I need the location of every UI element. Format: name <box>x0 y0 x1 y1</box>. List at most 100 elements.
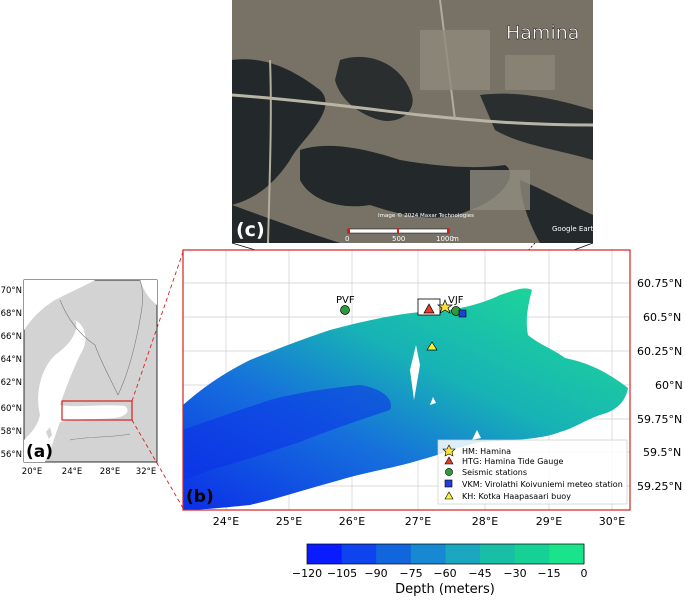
island <box>46 427 52 439</box>
hm-star-marker <box>436 299 454 314</box>
place-label: Hamina <box>506 22 579 44</box>
colorbar-tick: −45 <box>468 567 491 580</box>
colorbar-segment <box>341 544 377 564</box>
legend-square-icon <box>444 479 453 488</box>
lat-tick-label: 59.75°N <box>637 413 682 426</box>
lon-tick-label: 28°E <box>100 467 120 477</box>
lat-tick-label: 59.25°N <box>637 480 682 493</box>
border-line <box>117 279 143 396</box>
norwegian-sea <box>24 280 95 330</box>
lat-tick-label: 59.5°N <box>643 446 681 459</box>
lon-tick-label: 29°E <box>536 515 562 528</box>
lat-tick-label: 58°N <box>1 427 22 437</box>
colorbar-segment <box>514 544 550 564</box>
colorbar-segment <box>549 544 585 564</box>
lat-tick-label: 70°N <box>1 286 22 296</box>
lat-tick-label: 60.5°N <box>643 311 681 324</box>
region-box <box>61 400 133 421</box>
colorbar-segment <box>445 544 481 564</box>
gulf-of-finland <box>183 288 628 510</box>
legend-entry: HM: Hamina <box>462 447 511 456</box>
lon-tick-label: 28°E <box>472 515 498 528</box>
sea-water <box>300 145 511 218</box>
town-area <box>470 170 530 210</box>
colorbar-tick: −120 <box>292 567 322 580</box>
colorbar-segment <box>376 544 412 564</box>
lat-tick-label: 60°N <box>1 404 22 414</box>
panel-label-a: (a) <box>26 442 53 462</box>
panel-label-b: (b) <box>186 487 214 507</box>
legend: HM: Hamina HTG: Hamina Tide Gauge Seismi… <box>437 439 628 505</box>
lon-tick-label: 26°E <box>339 515 365 528</box>
vjf-label: VJF <box>448 295 464 306</box>
colorbar-segment <box>480 544 516 564</box>
sea-water <box>335 56 413 121</box>
colorbar-ticks: −120 −105 −90 −75 −60 −45 −30 −15 0 <box>292 567 588 580</box>
deep-channel <box>183 385 391 480</box>
border-line <box>69 433 131 441</box>
legend-entry: VKM: Virolathi Koivuniemi meteo station <box>462 480 623 489</box>
htg-marker <box>423 303 435 314</box>
colorbar-tick: −105 <box>327 567 357 580</box>
zoom-connector <box>131 251 184 402</box>
colorbar-segment <box>410 544 446 564</box>
road <box>231 93 594 127</box>
lat-tick-label: 56°N <box>1 450 22 460</box>
lat-tick-label: 60.25°N <box>637 345 682 358</box>
scale-tick: 0 <box>345 235 349 243</box>
colorbar-tick: −30 <box>503 567 526 580</box>
imagery-attribution: Image © 2024 Maxar Technologies <box>378 212 474 219</box>
lat-ticks-a: 70°N 68°N 66°N 64°N 62°N 60°N 58°N 56°N <box>1 286 22 460</box>
land-gap <box>410 345 420 400</box>
panel-label-c: (c) <box>236 219 265 241</box>
white-sea <box>140 280 157 305</box>
sea-water <box>480 93 593 160</box>
colorbar-tick: −75 <box>399 567 422 580</box>
lat-tick-label: 68°N <box>1 309 22 319</box>
google-earth-watermark: Google Earth <box>552 225 598 233</box>
lat-tick-label: 64°N <box>1 355 22 365</box>
satellite-panel: Hamina (c) Image © 2024 Maxar Technologi… <box>231 0 598 244</box>
legend-entry: Seismic stations <box>462 468 527 477</box>
road <box>267 59 272 244</box>
lon-tick-label: 30°E <box>599 515 625 528</box>
zoom-connector <box>131 419 184 509</box>
lat-tick-label: 66°N <box>1 332 22 342</box>
colorbar-title: Depth (meters) <box>395 582 495 597</box>
colorbar-segment <box>307 544 343 564</box>
land-gap <box>472 430 481 440</box>
town-area <box>505 55 555 90</box>
legend-triangle-icon <box>444 456 454 465</box>
legend-triangle-icon <box>444 491 454 500</box>
lat-ticks-b: 60.75°N 60.5°N 60.25°N 60°N 59.75°N 59.5… <box>637 277 683 493</box>
lon-ticks-b: 24°E 25°E 26°E 27°E 28°E 29°E 30°E <box>213 515 625 528</box>
legend-entry: HTG: Hamina Tide Gauge <box>462 457 563 466</box>
lon-tick-label: 32°E <box>136 467 156 477</box>
lat-tick-label: 62°N <box>1 378 22 388</box>
colorbar-tick: −60 <box>433 567 456 580</box>
pvf-station-marker <box>340 305 350 315</box>
lon-tick-label: 25°E <box>276 515 302 528</box>
colorbar-tick: −90 <box>364 567 387 580</box>
lat-tick-label: 60°N <box>655 379 683 392</box>
lon-tick-label: 24°E <box>62 467 82 477</box>
colorbar-tick: 0 <box>581 567 588 580</box>
lon-ticks-a: 20°E 24°E 28°E 32°E <box>22 467 156 477</box>
lon-tick-label: 24°E <box>213 515 239 528</box>
vkm-marker <box>458 309 467 318</box>
sea-water <box>232 205 340 243</box>
land-gap <box>430 397 436 405</box>
legend-entry: KH: Kotka Haapasaari buoy <box>462 492 571 501</box>
town-area <box>420 30 490 90</box>
kh-buoy-marker <box>426 341 438 351</box>
colorbar: −120 −105 −90 −75 −60 −45 −30 −15 0 Dept… <box>292 543 588 597</box>
legend-star-icon <box>442 444 456 457</box>
sea-water <box>520 180 593 243</box>
scale-tick: 500 <box>392 235 405 243</box>
lon-tick-label: 27°E <box>405 515 431 528</box>
pvf-label: PVF <box>336 295 355 306</box>
colorbar-tick: −15 <box>537 567 560 580</box>
border-line <box>59 299 119 396</box>
lon-tick-label: 20°E <box>22 467 42 477</box>
scale-unit: m <box>452 235 459 243</box>
